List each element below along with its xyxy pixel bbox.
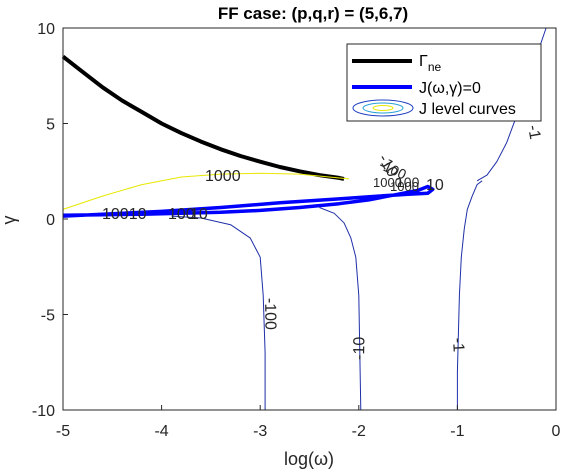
y-tick-label: -10 bbox=[32, 403, 55, 420]
series-level-m1-left bbox=[456, 180, 483, 410]
y-tick: -5 bbox=[41, 308, 68, 325]
legend-item-j-zero: J(ω,γ)=0 bbox=[352, 80, 481, 97]
y-tick-label: 10 bbox=[37, 21, 55, 38]
x-axis-label: log(ω) bbox=[284, 449, 334, 469]
contour-label-minus1-bottom: -1 bbox=[449, 337, 467, 352]
contour-label-10010: 10010 bbox=[102, 206, 147, 223]
x-tick: -3 bbox=[253, 405, 267, 440]
x-tick: 0 bbox=[552, 405, 561, 440]
x-tick-label: -5 bbox=[56, 423, 70, 440]
y-axis-label: γ bbox=[0, 216, 19, 225]
svg-text:Γne: Γne bbox=[419, 53, 441, 74]
contour-label-minus100-bottom: -100 bbox=[261, 298, 279, 330]
legend-label: J(ω,γ)=0 bbox=[419, 80, 481, 97]
x-tick-label: -2 bbox=[352, 423, 366, 440]
contour-label-100-right: 100 bbox=[396, 174, 420, 190]
contour-label-10-left: 10 bbox=[190, 206, 208, 223]
series-level-m100 bbox=[171, 215, 266, 410]
series-level-1000 bbox=[62, 172, 349, 210]
contour-labels: -1 -1 -10 -100 -10 -100 1000 1000 1000 1… bbox=[102, 124, 543, 360]
contour-swatch-icon bbox=[352, 99, 414, 117]
y-axis: 10 5 0 -5 -10 γ bbox=[0, 21, 68, 420]
x-tick: -4 bbox=[154, 405, 169, 440]
contour-label-1000: 1000 bbox=[205, 168, 241, 185]
legend-label: J level curves bbox=[419, 101, 516, 118]
legend-label: Γ bbox=[419, 53, 428, 70]
contour-label-100: 100 bbox=[168, 206, 195, 223]
y-tick: 5 bbox=[46, 117, 68, 134]
chart-title: FF case: (p,q,r) = (5,6,7) bbox=[218, 4, 408, 23]
legend-item-level-curves: J level curves bbox=[352, 99, 516, 118]
contour-label-minus10-bottom: -10 bbox=[351, 337, 368, 361]
y-tick: 10 bbox=[37, 21, 68, 38]
y-tick-label: -5 bbox=[41, 308, 55, 325]
y-tick: -10 bbox=[32, 403, 68, 420]
y-tick-label: 5 bbox=[46, 117, 55, 134]
x-tick-label: -1 bbox=[450, 423, 464, 440]
x-tick-label: -3 bbox=[253, 423, 267, 440]
x-tick-label: -4 bbox=[154, 423, 168, 440]
contour-label-1000-c: 1000 bbox=[390, 179, 419, 194]
y-tick: 0 bbox=[46, 212, 68, 229]
x-tick: -5 bbox=[56, 405, 70, 440]
series-gamma-ne bbox=[61, 55, 345, 181]
x-tick: -2 bbox=[352, 405, 366, 440]
x-tick-label: 0 bbox=[552, 423, 561, 440]
x-axis: -5 -4 -3 -2 -1 0 log(ω) bbox=[56, 405, 561, 469]
legend-label-sub: ne bbox=[428, 60, 442, 74]
series-j-zero bbox=[62, 184, 435, 218]
contour-label-minus1-top: -1 bbox=[524, 124, 543, 141]
y-tick-label: 0 bbox=[46, 212, 55, 229]
x-tick: -1 bbox=[450, 405, 465, 440]
legend: Γne J(ω,γ)=0 J level curves bbox=[346, 43, 542, 122]
legend-item-gamma-ne: Γne bbox=[352, 53, 441, 74]
legend-box bbox=[346, 43, 542, 122]
contour-label-1000-b: 1000 bbox=[373, 175, 402, 190]
series-level-m10 bbox=[319, 207, 362, 411]
contour-label-10-right: 10 bbox=[426, 177, 444, 194]
